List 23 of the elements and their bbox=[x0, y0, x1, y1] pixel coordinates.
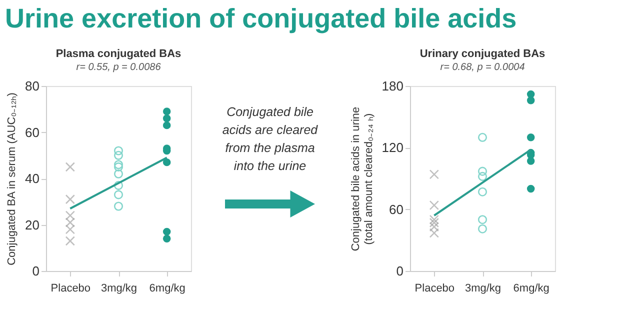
y-tick-label: 0 bbox=[396, 264, 404, 278]
text: Urine excretion of conjugated bile acids bbox=[5, 4, 517, 34]
text: Conjugated bile acids are cleared from the plasma into the urine bbox=[222, 105, 319, 173]
x-tick-label: 3mg/kg bbox=[464, 282, 502, 294]
chart-title: Plasma conjugated BAs bbox=[56, 48, 182, 60]
chart-subtitle: r= 0.68, p = 0.0004 bbox=[440, 62, 526, 73]
y-tick-label: 0 bbox=[32, 264, 40, 278]
y-tick-label: 80 bbox=[25, 78, 40, 94]
y-axis-title: Conjugated bile acids in urine (total amount cleared₀₋₂₄ ₕ) bbox=[350, 106, 375, 252]
x-tick-label: 6mg/kg bbox=[149, 282, 186, 294]
y-tick-label: 120 bbox=[382, 140, 404, 156]
y-tick-label: 60 bbox=[25, 124, 40, 140]
x-tick-label: Placebo bbox=[50, 282, 91, 294]
y-tick-label: 40 bbox=[25, 171, 40, 186]
y-tick-label: 60 bbox=[389, 202, 404, 217]
x-tick-label: 6mg/kg bbox=[513, 282, 550, 294]
x-tick-label: Placebo bbox=[414, 282, 455, 294]
y-axis-title: Conjugated BA in serum (AUC₀₋₁₂ₕ) bbox=[6, 92, 18, 266]
y-tick-label: 180 bbox=[382, 78, 404, 94]
y-tick-label: 20 bbox=[25, 217, 40, 232]
x-tick-label: 3mg/kg bbox=[100, 282, 138, 294]
chart-subtitle: r= 0.55, p = 0.0086 bbox=[76, 62, 162, 73]
chart-title: Urinary conjugated BAs bbox=[420, 48, 546, 60]
